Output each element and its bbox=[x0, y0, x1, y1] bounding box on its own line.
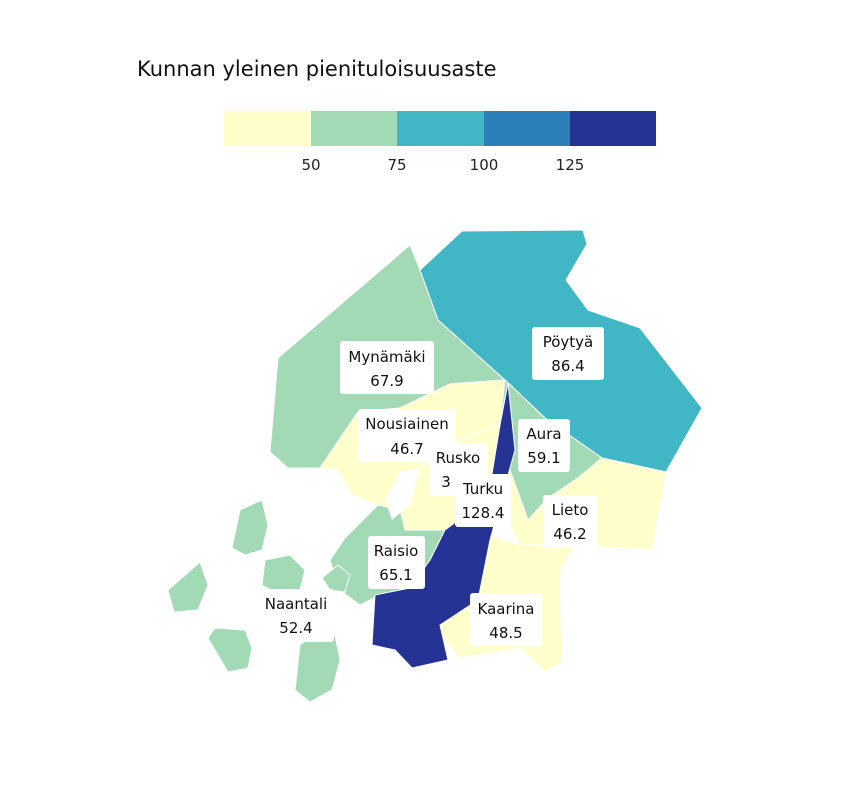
label-rusko-value: 3 bbox=[441, 473, 451, 491]
region-naantali-island-1[interactable] bbox=[167, 561, 209, 613]
label-raisio-value: 65.1 bbox=[379, 566, 412, 584]
label-aura-value: 59.1 bbox=[527, 449, 560, 467]
label-rusko-name: Rusko bbox=[436, 449, 480, 467]
label-aura: Aura 59.1 bbox=[518, 419, 570, 472]
label-turku-name: Turku bbox=[462, 480, 503, 498]
label-raisio-name: Raisio bbox=[374, 542, 419, 560]
label-mynamaki-value: 67.9 bbox=[370, 372, 403, 390]
region-lieto[interactable] bbox=[497, 424, 667, 551]
label-nousiainen-name: Nousiainen bbox=[365, 415, 449, 433]
legend-swatch-1 bbox=[224, 111, 311, 146]
label-naantali-value: 52.4 bbox=[279, 619, 312, 637]
region-naantali-island-5[interactable] bbox=[321, 564, 351, 593]
legend-tick-50: 50 bbox=[301, 156, 320, 174]
legend-tick-75: 75 bbox=[387, 156, 406, 174]
label-turku: Turku 128.4 bbox=[455, 474, 511, 527]
legend-swatch-2 bbox=[311, 111, 397, 146]
label-lieto-value: 46.2 bbox=[553, 525, 586, 543]
label-aura-name: Aura bbox=[526, 425, 561, 443]
sea-inlet-2 bbox=[385, 468, 420, 520]
label-poytya-value: 86.4 bbox=[551, 357, 584, 375]
label-kaarina-value: 48.5 bbox=[489, 624, 522, 642]
label-kaarina: Kaarina 48.5 bbox=[470, 593, 542, 646]
label-kaarina-name: Kaarina bbox=[478, 600, 535, 618]
region-labels: Mynämäki 67.9 Pöytyä 86.4 Nousiainen 46.… bbox=[258, 327, 604, 646]
label-naantali-name: Naantali bbox=[265, 595, 328, 613]
legend-tick-100: 100 bbox=[470, 156, 499, 174]
legend-swatch-5 bbox=[570, 111, 656, 146]
legend: 50 75 100 125 bbox=[224, 111, 656, 174]
label-mynamaki-name: Mynämäki bbox=[348, 348, 425, 366]
label-naantali: Naantali 52.4 bbox=[258, 589, 334, 642]
region-naantali[interactable] bbox=[231, 499, 269, 556]
label-nousiainen-value: 46.7 bbox=[390, 440, 423, 458]
map-title: Kunnan yleinen pienituloisuusaste bbox=[137, 57, 497, 81]
legend-swatch-3 bbox=[397, 111, 484, 146]
label-lieto: Lieto 46.2 bbox=[543, 495, 597, 548]
label-poytya: Pöytyä 86.4 bbox=[532, 327, 604, 380]
label-poytya-name: Pöytyä bbox=[543, 333, 594, 351]
region-naantali-island-4[interactable] bbox=[294, 631, 341, 703]
sea-inlet bbox=[268, 468, 378, 538]
label-mynamaki: Mynämäki 67.9 bbox=[340, 341, 434, 394]
region-naantali-island-3[interactable] bbox=[207, 627, 253, 673]
legend-tick-125: 125 bbox=[556, 156, 585, 174]
legend-swatch-4 bbox=[484, 111, 570, 146]
label-raisio: Raisio 65.1 bbox=[368, 536, 425, 589]
label-lieto-name: Lieto bbox=[552, 501, 589, 519]
label-turku-value: 128.4 bbox=[462, 504, 505, 522]
